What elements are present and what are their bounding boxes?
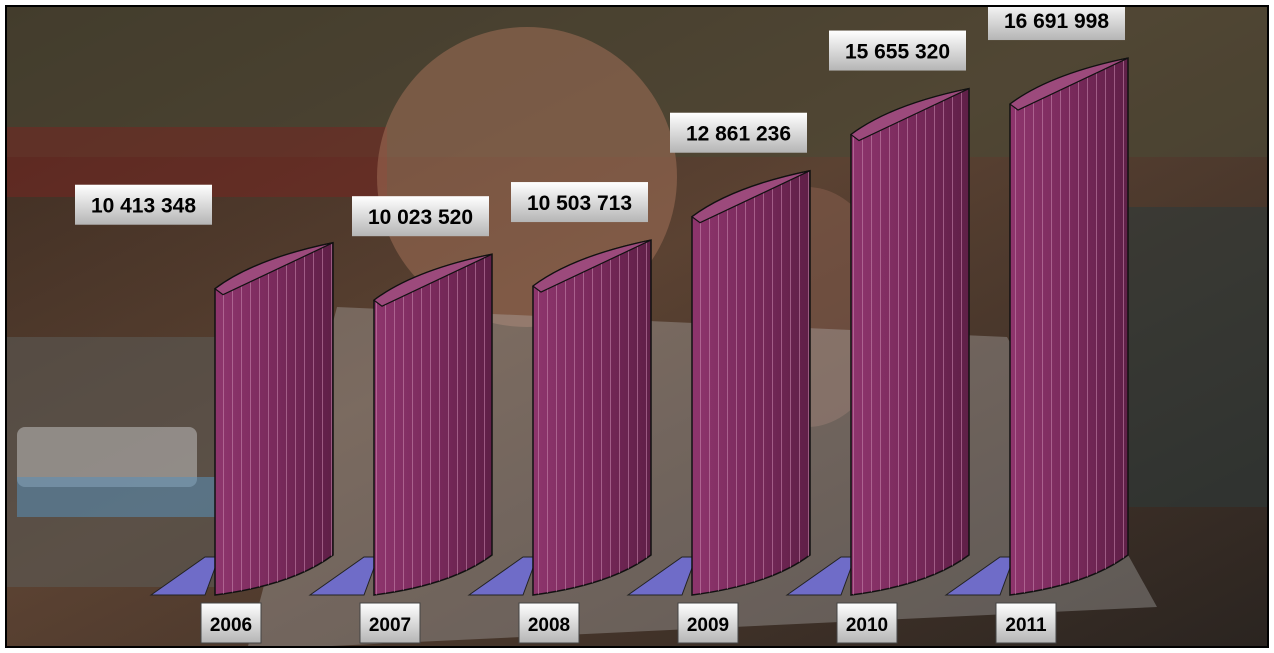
value-label-text: 15 655 320 — [845, 41, 950, 64]
value-label-2010: 15 655 320 — [829, 30, 966, 71]
bar-cap-2010 — [849, 87, 970, 142]
value-label-box — [670, 112, 807, 153]
bar-cap-2006 — [213, 242, 334, 296]
category-label-box — [677, 602, 739, 644]
value-label-text: 10 023 520 — [368, 206, 473, 229]
bar-texture-2011 — [1010, 58, 1128, 595]
value-label-text: 16 691 998 — [1004, 10, 1109, 33]
value-label-2008: 10 503 713 — [511, 182, 648, 223]
value-label-text: 10 503 713 — [527, 192, 632, 215]
value-label-2007: 10 023 520 — [352, 196, 489, 237]
category-label-text: 2011 — [1005, 615, 1047, 636]
category-label-2010: 2010 — [836, 602, 898, 644]
chart-frame: 10 413 348 2006 10 023 520 2007 10 503 713 20… — [5, 5, 1269, 648]
bar-texture-2009 — [692, 170, 810, 596]
category-label-text: 2008 — [528, 615, 570, 636]
bar-texture-2006 — [215, 242, 333, 596]
category-label-text: 2010 — [846, 615, 888, 636]
bar-texture-2010 — [851, 88, 969, 596]
bar-cap-2011 — [1008, 57, 1129, 111]
value-label-2006: 10 413 348 — [75, 184, 212, 225]
category-label-box — [200, 602, 262, 644]
category-label-text: 2007 — [369, 615, 411, 636]
bar-texture-2007 — [374, 254, 492, 595]
value-label-box — [352, 196, 489, 237]
category-label-box — [836, 602, 898, 644]
category-label-text: 2006 — [210, 615, 252, 636]
category-label-2011: 2011 — [995, 602, 1057, 644]
value-label-2009: 12 861 236 — [670, 112, 807, 153]
chart-svg: 10 413 348 2006 10 023 520 2007 10 503 713 20… — [7, 7, 1267, 646]
bar-cap-2007 — [372, 253, 493, 307]
value-label-box — [829, 30, 966, 71]
bar-texture-2008 — [533, 240, 651, 595]
value-label-2011: 16 691 998 — [988, 7, 1125, 41]
value-label-box — [988, 7, 1125, 41]
category-label-box — [518, 602, 580, 644]
bar-cap-2008 — [531, 239, 652, 293]
category-label-2009: 2009 — [677, 602, 739, 644]
value-label-box — [75, 184, 212, 225]
category-label-2006: 2006 — [200, 602, 262, 644]
value-label-text: 10 413 348 — [91, 195, 196, 218]
category-label-text: 2009 — [687, 615, 729, 636]
category-label-2007: 2007 — [359, 602, 421, 644]
bar-cap-2009 — [690, 170, 811, 224]
value-label-box — [511, 182, 648, 223]
category-label-2008: 2008 — [518, 602, 580, 644]
value-label-text: 12 861 236 — [686, 123, 791, 146]
category-label-box — [359, 602, 421, 644]
category-label-box — [995, 602, 1057, 644]
